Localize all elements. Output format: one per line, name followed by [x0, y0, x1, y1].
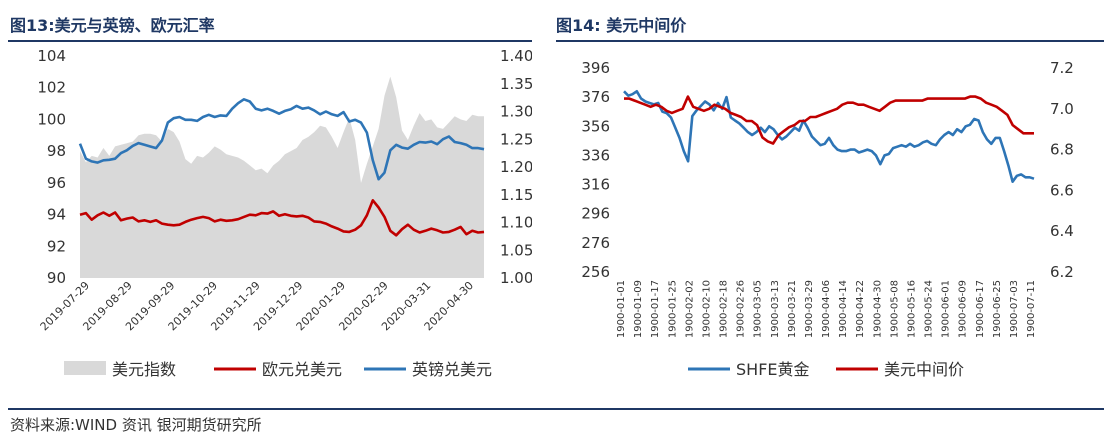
y-right-tick-label: 1.25 [500, 130, 532, 148]
series-area-0 [80, 76, 484, 278]
x-tick-label: 1900-06-25 [992, 280, 1003, 338]
y-left-tick-label: 276 [581, 234, 610, 252]
x-tick-label: 1900-03-29 [804, 280, 815, 338]
y-right-tick-label: 6.8 [1050, 141, 1074, 159]
y-left-tick-label: 296 [581, 205, 610, 223]
series-line-2 [78, 98, 485, 181]
title-rule-left [8, 40, 532, 42]
y-left-tick-label: 104 [37, 47, 66, 65]
chart-title-right: 图14: 美元中间价 [556, 16, 687, 35]
x-tick-label: 1900-04-14 [838, 280, 849, 338]
y-left-tick-label: 336 [581, 146, 610, 164]
x-tick-label: 1900-02-18 [719, 280, 730, 338]
y-right-tick-label: 6.2 [1050, 263, 1074, 281]
x-tick-label: 1900-02-26 [736, 280, 747, 338]
y-right-tick-label: 1.15 [500, 186, 532, 204]
x-tick-label: 1900-02-10 [701, 280, 712, 338]
x-tick-label: 1900-01-01 [616, 280, 627, 338]
x-tick-label: 1900-06-01 [941, 280, 952, 338]
chart-title-left: 图13:美元与英镑、欧元汇率 [10, 16, 215, 35]
chart-panel-usdcny: 396 376 356 336 316 296 276 256 7.2 7.0 6.8 6.6 6.4 6… [556, 44, 1104, 392]
legend-label: 美元中间价 [884, 360, 964, 379]
plot-area [620, 68, 1038, 272]
y-right-tick-label: 7.2 [1050, 59, 1074, 77]
x-tick-label: 1900-01-17 [650, 280, 661, 338]
x-tick-label: 1900-01-25 [667, 280, 678, 338]
y-left-tick-label: 102 [37, 79, 66, 97]
legend-label: 美元指数 [112, 360, 176, 379]
y-right-tick-label: 1.30 [500, 103, 532, 121]
x-tick-label: 1900-04-06 [821, 280, 832, 338]
y-left-tick-label: 96 [47, 174, 66, 192]
x-tick-label: 1900-04-22 [855, 280, 866, 338]
x-tick-label: 1900-03-05 [753, 280, 764, 338]
x-tick-label: 1900-01-09 [633, 280, 644, 338]
usdcny-chart-svg: 396 376 356 336 316 296 276 256 7.2 7.0 6.8 6.6 6.4 6… [581, 59, 1074, 379]
footer-rule [8, 408, 1104, 410]
y-left-tick-label: 90 [47, 269, 66, 287]
x-tick-label: 1900-05-16 [906, 280, 917, 338]
title-rule-right [556, 40, 1104, 42]
series-line-1 [624, 95, 1034, 145]
y-right-tick-label: 1.20 [500, 158, 532, 176]
x-tick-label: 1900-04-30 [872, 280, 883, 338]
x-tick-label: 1900-06-09 [958, 280, 969, 338]
x-tick-label: 1900-03-21 [787, 280, 798, 338]
y-right-tick-label: 6.6 [1050, 181, 1074, 199]
y-right-tick-label: 1.00 [500, 269, 532, 287]
y-right-tick-label: 1.05 [500, 241, 532, 259]
y-left-tick-label: 100 [37, 110, 66, 128]
legend-label: 英镑兑美元 [412, 360, 492, 379]
chart-panel-fx: 104 102 100 98 96 94 92 90 1.40 1.35 1.30 1.25 1.20 1… [12, 44, 533, 392]
x-tick-label: 1900-06-17 [975, 280, 986, 338]
y-right-tick-label: 7.0 [1050, 100, 1074, 118]
x-tick-label: 1900-07-11 [1026, 280, 1037, 338]
x-tick-label: 1900-05-08 [889, 280, 900, 338]
y-right-tick-label: 1.40 [500, 47, 532, 65]
y-left-tick-label: 376 [581, 88, 610, 106]
series-line-1 [79, 199, 485, 237]
x-tick-label: 1900-02-02 [684, 280, 695, 338]
y-right-tick-label: 1.10 [500, 214, 532, 232]
x-tick-label: 1900-03-13 [770, 280, 781, 338]
y-left-tick-label: 316 [581, 176, 610, 194]
legend-label: SHFE黄金 [736, 360, 810, 379]
y-right-tick-label: 1.35 [500, 75, 532, 93]
fx-chart-svg: 104 102 100 98 96 94 92 90 1.40 1.35 1.30 1.25 1.20 1… [37, 47, 533, 379]
y-left-tick-label: 256 [581, 263, 610, 281]
y-left-tick-label: 92 [47, 237, 66, 255]
x-tick-label: 1900-05-24 [924, 280, 935, 338]
y-left-tick-label: 356 [581, 117, 610, 135]
source-note: 资料来源:WIND 资讯 银河期货研究所 [10, 416, 262, 434]
legend-label: 欧元兑美元 [262, 360, 342, 379]
y-right-tick-label: 6.4 [1050, 222, 1074, 240]
legend-swatch [64, 361, 106, 375]
x-tick-label: 1900-07-03 [1009, 280, 1020, 338]
series-line-0 [623, 90, 1035, 183]
y-left-tick-label: 98 [47, 142, 66, 160]
y-left-tick-label: 396 [581, 59, 610, 77]
y-left-tick-label: 94 [47, 206, 66, 224]
